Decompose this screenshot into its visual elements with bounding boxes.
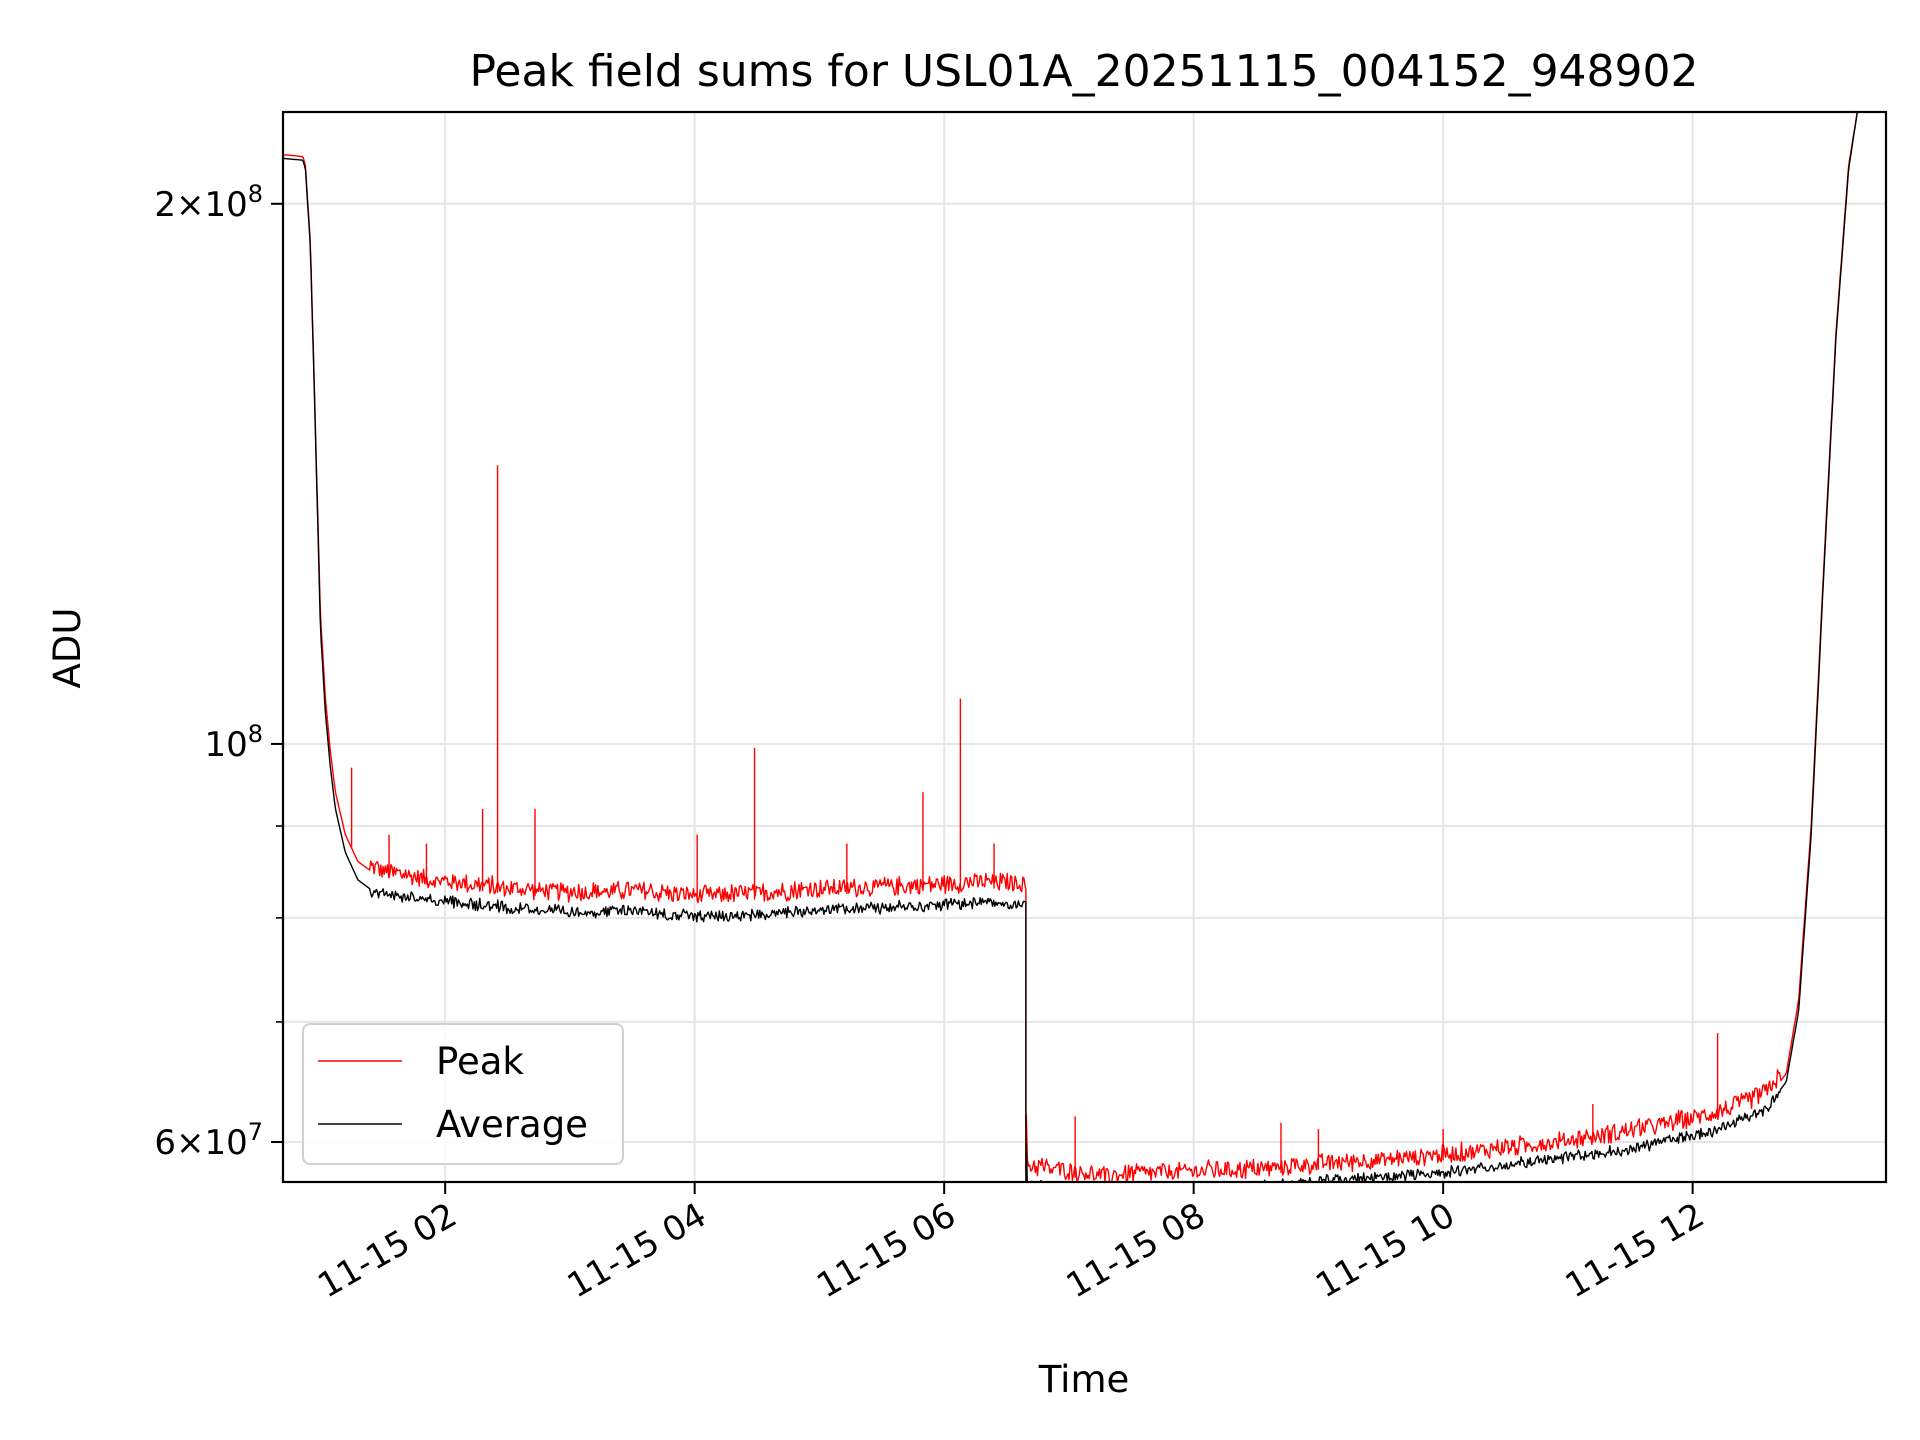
x-axis-label: Time: [1038, 1358, 1130, 1401]
series-layer: [283, 112, 1858, 1182]
y-axis-label: ADU: [46, 608, 89, 689]
legend-average-label: Average: [436, 1103, 588, 1146]
grid: [283, 112, 1886, 1182]
average-series-line: [283, 112, 1858, 1182]
y-tick-label: 2×108: [154, 180, 263, 225]
legend-peak-label: Peak: [436, 1040, 524, 1083]
legend: Peak Average: [302, 1023, 624, 1165]
chart-title: Peak field sums for USL01A_20251115_0041…: [469, 46, 1698, 97]
legend-box: [302, 1023, 624, 1165]
peak-series-line: [283, 112, 1858, 1182]
y-tick-label: 6×107: [154, 1118, 263, 1163]
y-tick-label: 108: [204, 720, 263, 765]
plot-frame: [281, 110, 1888, 1184]
